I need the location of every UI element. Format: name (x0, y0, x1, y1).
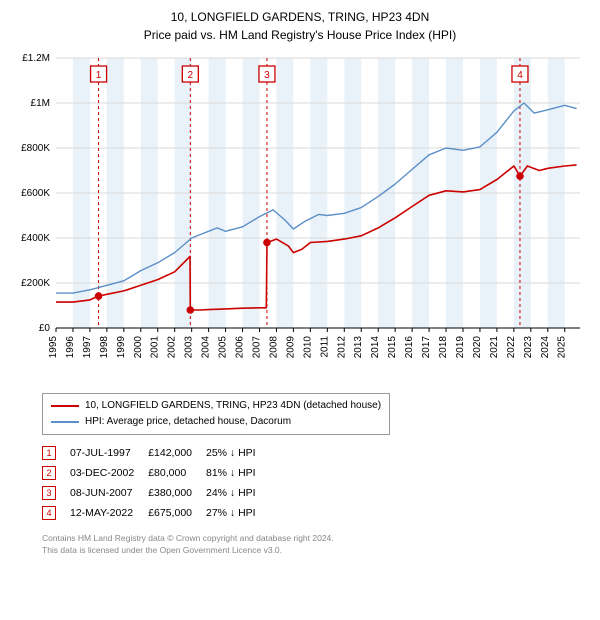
svg-text:2017: 2017 (421, 336, 432, 359)
sale-pct: 27% ↓ HPI (206, 503, 270, 523)
svg-text:2000: 2000 (133, 336, 144, 359)
table-row: 2 03-DEC-2002£80,00081% ↓ HPI (42, 463, 270, 483)
svg-text:2020: 2020 (472, 336, 483, 359)
legend-label: HPI: Average price, detached house, Daco… (85, 414, 291, 430)
svg-text:£0: £0 (39, 323, 51, 334)
legend-row: 10, LONGFIELD GARDENS, TRING, HP23 4DN (… (51, 398, 381, 414)
sale-date: 12-MAY-2022 (70, 503, 148, 523)
svg-text:3: 3 (264, 70, 270, 81)
table-row: 3 08-JUN-2007£380,00024% ↓ HPI (42, 483, 270, 503)
svg-text:£1M: £1M (31, 98, 50, 109)
svg-text:2002: 2002 (167, 336, 178, 359)
svg-text:2: 2 (188, 70, 194, 81)
svg-text:2023: 2023 (523, 336, 534, 359)
svg-text:2024: 2024 (540, 336, 551, 359)
svg-text:2007: 2007 (251, 336, 262, 359)
svg-text:2004: 2004 (201, 336, 212, 359)
chart-svg: £0 £200K £400K £600K £800K £1M £1.2M 1995 1996 19… (12, 50, 588, 380)
marker-box: 4 (42, 506, 56, 520)
sale-price: £675,000 (148, 503, 206, 523)
sale-date: 03-DEC-2002 (70, 463, 148, 483)
marker-box: 2 (42, 466, 56, 480)
table-row: 4 12-MAY-2022£675,00027% ↓ HPI (42, 503, 270, 523)
legend: 10, LONGFIELD GARDENS, TRING, HP23 4DN (… (42, 393, 390, 435)
sale-pct: 24% ↓ HPI (206, 483, 270, 503)
svg-text:2011: 2011 (319, 336, 330, 358)
sale-pct: 81% ↓ HPI (206, 463, 270, 483)
svg-text:2010: 2010 (302, 336, 313, 359)
svg-text:2013: 2013 (353, 336, 364, 359)
svg-text:2008: 2008 (268, 336, 279, 359)
svg-text:2019: 2019 (455, 336, 466, 359)
legend-label: 10, LONGFIELD GARDENS, TRING, HP23 4DN (… (85, 398, 381, 414)
svg-text:1996: 1996 (65, 336, 76, 359)
svg-text:£800K: £800K (21, 143, 50, 154)
svg-text:1997: 1997 (82, 336, 93, 359)
svg-text:2005: 2005 (218, 336, 229, 359)
svg-text:2003: 2003 (184, 336, 195, 359)
sale-price: £380,000 (148, 483, 206, 503)
sale-price: £80,000 (148, 463, 206, 483)
svg-text:2016: 2016 (404, 336, 415, 359)
sale-pct: 25% ↓ HPI (206, 443, 270, 463)
price-chart: £0 £200K £400K £600K £800K £1M £1.2M 1995 1996 19… (12, 50, 588, 385)
legend-swatch (51, 405, 79, 407)
footer-line2: This data is licensed under the Open Gov… (42, 545, 588, 557)
svg-text:2014: 2014 (370, 336, 381, 359)
svg-text:£200K: £200K (21, 278, 50, 289)
svg-text:2001: 2001 (150, 336, 161, 359)
svg-text:2006: 2006 (235, 336, 246, 359)
sale-date: 07-JUL-1997 (70, 443, 148, 463)
marker-box: 3 (42, 486, 56, 500)
svg-text:4: 4 (517, 70, 523, 81)
svg-text:£1.2M: £1.2M (22, 53, 50, 64)
svg-text:2025: 2025 (557, 336, 568, 359)
title-line1: 10, LONGFIELD GARDENS, TRING, HP23 4DN (12, 8, 588, 26)
svg-text:1: 1 (96, 70, 102, 81)
chart-title-block: 10, LONGFIELD GARDENS, TRING, HP23 4DN P… (12, 8, 588, 44)
svg-text:1998: 1998 (99, 336, 110, 359)
svg-text:2022: 2022 (506, 336, 517, 359)
marker-box: 1 (42, 446, 56, 460)
svg-text:2018: 2018 (438, 336, 449, 359)
legend-swatch (51, 421, 79, 423)
svg-text:£400K: £400K (21, 233, 50, 244)
svg-text:2021: 2021 (489, 336, 500, 359)
title-line2: Price paid vs. HM Land Registry's House … (12, 26, 588, 44)
svg-text:1999: 1999 (116, 336, 127, 359)
svg-text:2012: 2012 (336, 336, 347, 359)
svg-text:£600K: £600K (21, 188, 50, 199)
sale-price: £142,000 (148, 443, 206, 463)
sale-date: 08-JUN-2007 (70, 483, 148, 503)
table-row: 1 07-JUL-1997£142,00025% ↓ HPI (42, 443, 270, 463)
sales-table: 1 07-JUL-1997£142,00025% ↓ HPI 2 03-DEC-200… (42, 443, 270, 523)
svg-text:2015: 2015 (387, 336, 398, 359)
legend-row: HPI: Average price, detached house, Daco… (51, 414, 381, 430)
svg-text:2009: 2009 (285, 336, 296, 359)
footer-line1: Contains HM Land Registry data © Crown c… (42, 533, 588, 545)
svg-text:1995: 1995 (48, 336, 59, 359)
footer: Contains HM Land Registry data © Crown c… (42, 533, 588, 557)
